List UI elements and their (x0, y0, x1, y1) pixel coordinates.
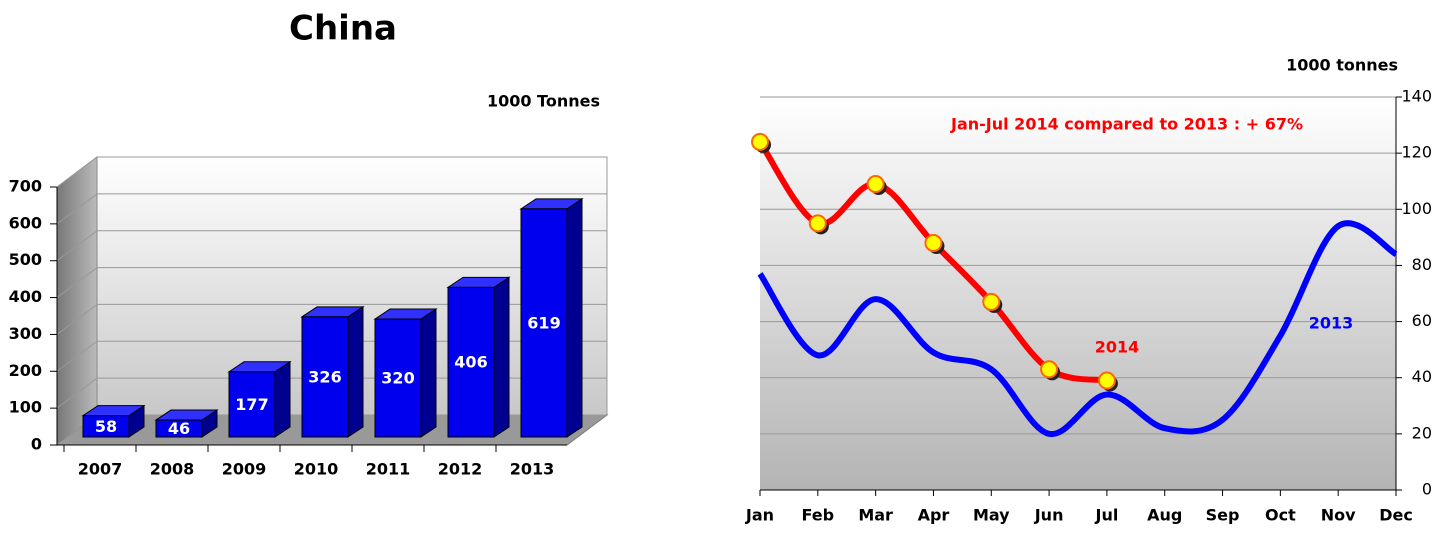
data-label: 619 (527, 313, 560, 332)
data-label: 46 (168, 419, 190, 438)
bar-side (274, 360, 291, 438)
x-tick-label: Feb (802, 506, 835, 525)
y-tick-label: 100 (1401, 199, 1432, 218)
bar (301, 316, 349, 438)
data-label: 177 (235, 395, 268, 414)
bar (155, 419, 203, 438)
y-tick-label: 0 (1422, 480, 1432, 499)
annotation: Jan-Jul 2014 compared to 2013 : + 67% (950, 115, 1303, 134)
y-tick-label: 120 (1401, 143, 1432, 162)
y-tick-label: 700 (9, 177, 42, 196)
bar (374, 318, 422, 438)
data-label: 58 (95, 417, 117, 436)
marker (1097, 371, 1116, 390)
x-tick-label: Jun (1034, 506, 1064, 525)
grid-line (56, 267, 98, 298)
x-tick-label: Apr (918, 506, 950, 525)
data-label: 320 (381, 369, 414, 388)
grid-line (56, 340, 98, 372)
marker (924, 233, 943, 252)
x-tick-label: 2013 (510, 460, 555, 479)
data-label: 326 (308, 367, 341, 386)
y-tick-label: 20 (1412, 423, 1432, 442)
marker (866, 175, 885, 194)
bar (520, 208, 568, 438)
x-tick-label: Aug (1147, 506, 1182, 525)
x-tick-label: 2008 (150, 460, 195, 479)
side-wall (56, 156, 98, 446)
series-line (757, 220, 1398, 437)
y-tick-label: 600 (9, 213, 42, 232)
series-label: 2014 (1095, 338, 1140, 357)
x-tick-label: Jul (1094, 506, 1118, 525)
bar (228, 371, 276, 438)
grid-line (56, 377, 98, 409)
bar (447, 286, 495, 438)
series-label: 2013 (1309, 314, 1354, 333)
unit-label: 1000 tonnes (1286, 56, 1398, 75)
grid-line (56, 156, 98, 188)
x-tick-label: May (973, 506, 1010, 525)
chart-title: China (289, 9, 397, 49)
x-tick-label: Mar (858, 506, 893, 525)
x-tick-label: Dec (1379, 506, 1413, 525)
y-tick-label: 500 (9, 250, 42, 269)
bar-side (347, 305, 364, 438)
bar-side (420, 308, 437, 438)
y-tick-label: 80 (1412, 255, 1432, 274)
marker (808, 214, 827, 233)
y-tick-label: 200 (9, 361, 42, 380)
bar-side (566, 197, 583, 438)
grid-line (56, 193, 98, 225)
data-label: 406 (454, 353, 487, 372)
marker (982, 292, 1001, 311)
bar-side (493, 276, 510, 438)
y-tick-label: 400 (9, 287, 42, 306)
y-tick-label: 40 (1412, 367, 1432, 386)
x-tick-label: Jan (745, 506, 774, 525)
y-tick-label: 140 (1401, 87, 1432, 106)
x-tick-label: 2009 (222, 460, 267, 479)
marker (751, 132, 769, 151)
plot-area (760, 97, 1396, 490)
grid-line (56, 230, 98, 262)
grid-line (56, 304, 98, 335)
x-tick-label: 2011 (366, 460, 411, 479)
x-tick-label: 2007 (78, 460, 123, 479)
y-tick-label: 300 (9, 324, 42, 343)
y-tick-label: 0 (31, 435, 42, 454)
x-tick-label: Nov (1321, 506, 1356, 525)
y-tick-label: 100 (9, 398, 42, 417)
marker (1040, 360, 1059, 379)
x-tick-label: Oct (1265, 506, 1296, 525)
y-tick-label: 60 (1412, 311, 1432, 330)
x-tick-label: 2012 (438, 460, 483, 479)
bar (82, 415, 130, 438)
unit-label: 1000 Tonnes (487, 92, 600, 111)
x-tick-label: Sep (1206, 506, 1240, 525)
x-tick-label: 2010 (294, 460, 339, 479)
